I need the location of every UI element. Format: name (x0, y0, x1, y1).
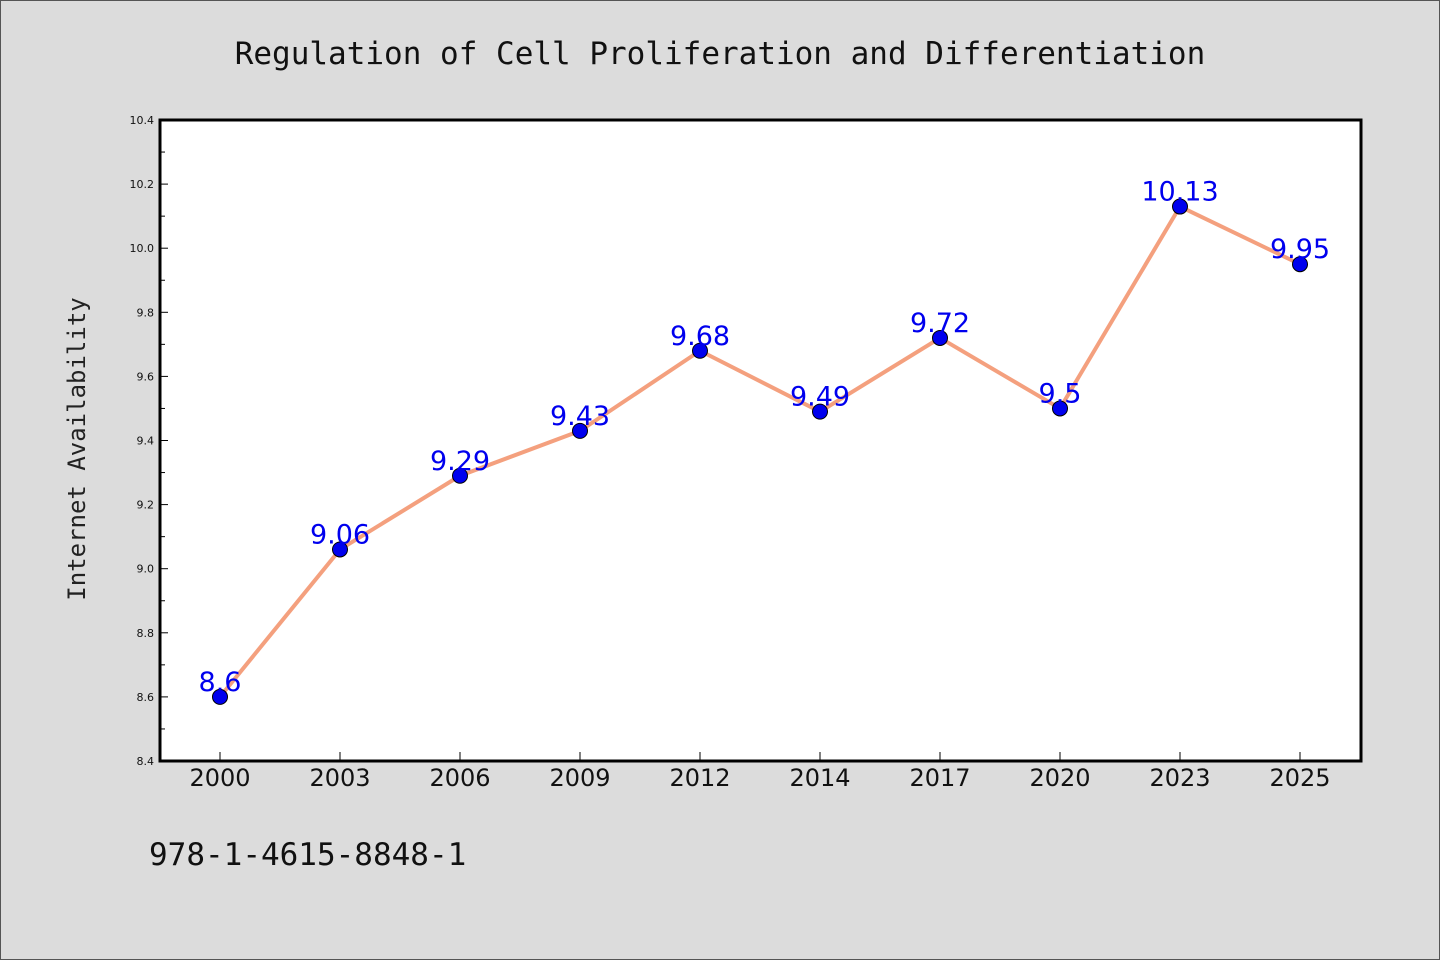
data-label: 9.95 (1270, 234, 1330, 265)
y-tick-label: 8.4 (137, 755, 155, 768)
y-tick-label: 9.6 (137, 370, 155, 383)
series-layer: 8.6 9.06 9.29 9.43 9.68 9.49 9.72 9.5 10.13 9.95 (199, 177, 1330, 705)
y-tick-label: 9.4 (137, 435, 155, 448)
plot-area (160, 120, 1361, 761)
x-tick-label: 2017 (909, 764, 970, 792)
x-tick-label: 2014 (789, 764, 850, 792)
plot-frame (158, 118, 1363, 763)
x-tick-label: 2000 (189, 764, 250, 792)
y-tick-label: 10.2 (130, 178, 155, 191)
data-point[interactable] (332, 541, 348, 558)
x-tick-label: 2023 (1149, 764, 1210, 792)
y-tick-label: 9.2 (137, 499, 155, 512)
data-label: 9.29 (430, 446, 490, 477)
x-tick-label: 2020 (1029, 764, 1090, 792)
data-point[interactable] (812, 403, 828, 420)
y-tick-label: 9.8 (137, 306, 155, 319)
x-axis: 2000 2003 2006 2009 2012 2014 2017 2020 2023 2025 (189, 752, 1331, 792)
data-label: 9.68 (670, 321, 730, 352)
y-tick-label: 9.0 (137, 563, 155, 576)
chart-title: Regulation of Cell Proliferation and Dif… (235, 36, 1206, 72)
y-axis-label: Internet Availability (63, 297, 91, 600)
data-label: 9.49 (790, 382, 850, 413)
data-label: 8.6 (199, 667, 242, 698)
data-label: 9.72 (910, 308, 970, 339)
data-point[interactable] (692, 342, 708, 359)
footer-code: 978-1-4615-8848-1 (149, 837, 466, 873)
data-point[interactable] (932, 329, 948, 346)
data-point[interactable] (1292, 256, 1308, 273)
y-tick-label: 8.8 (137, 627, 155, 640)
series-line (218, 204, 1301, 699)
data-label: 9.43 (550, 401, 610, 432)
y-axis: 8.4 8.6 8.8 9.0 9.2 9.4 9.6 9.8 10.0 10.2 10.4 (130, 114, 168, 768)
data-point[interactable] (212, 688, 228, 705)
x-tick-label: 2009 (549, 764, 610, 792)
data-point[interactable] (572, 422, 588, 439)
data-label: 9.5 (1039, 378, 1082, 409)
y-tick-label: 8.6 (137, 691, 155, 704)
x-tick-label: 2006 (429, 764, 490, 792)
x-tick-label: 2012 (669, 764, 730, 792)
data-point[interactable] (1052, 400, 1068, 417)
x-tick-label: 2003 (309, 764, 370, 792)
data-point[interactable] (1172, 198, 1188, 215)
x-tick-label: 2025 (1269, 764, 1330, 792)
data-label: 9.06 (310, 519, 370, 550)
data-point[interactable] (452, 467, 468, 484)
data-label: 10.13 (1141, 177, 1218, 208)
y-tick-label: 10.4 (130, 114, 155, 127)
y-tick-label: 10.0 (130, 242, 155, 255)
